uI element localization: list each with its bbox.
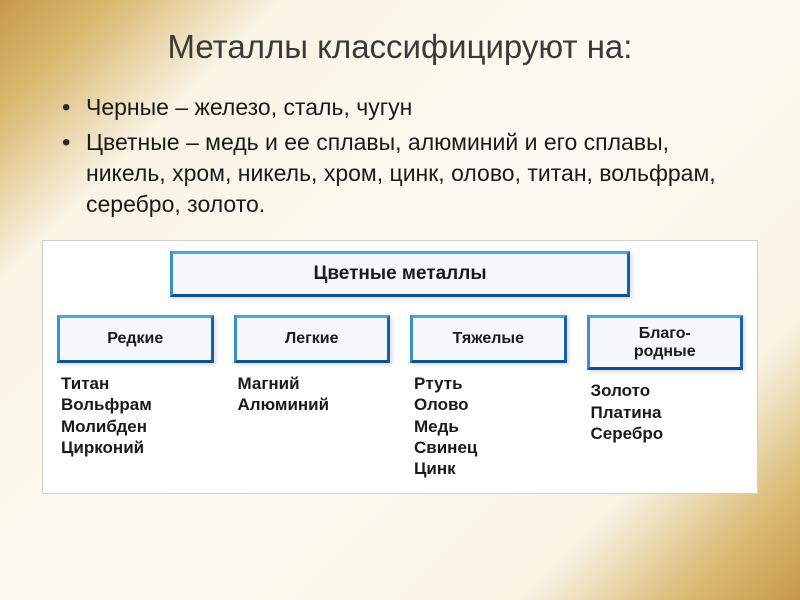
example-item: Цинк <box>414 458 567 479</box>
slide-title: Металлы классифицируют на: <box>48 28 752 66</box>
example-item: Олово <box>414 394 567 415</box>
category-box: Благо- родные <box>587 315 744 370</box>
example-item: Магний <box>238 373 391 394</box>
root-box: Цветные металлы <box>170 251 630 297</box>
connectors <box>57 303 743 313</box>
example-item: Свинец <box>414 437 567 458</box>
bullet-item: Цветные – медь и ее сплавы, алюминий и е… <box>60 127 752 220</box>
diagram: Цветные металлы Редкие Титан Вольфрам Мо… <box>42 240 758 494</box>
category-box: Тяжелые <box>410 315 567 363</box>
example-item: Медь <box>414 416 567 437</box>
bullet-list: Черные – железо, сталь, чугун Цветные – … <box>48 92 752 220</box>
category-col-noble: Благо- родные Золото Платина Серебро <box>587 315 744 479</box>
examples-list: Титан Вольфрам Молибден Цирконий <box>57 373 214 458</box>
example-item: Вольфрам <box>61 394 214 415</box>
example-item: Золото <box>591 380 744 401</box>
example-item: Платина <box>591 402 744 423</box>
category-col-light: Легкие Магний Алюминий <box>234 315 391 479</box>
category-box: Легкие <box>234 315 391 363</box>
category-row: Редкие Титан Вольфрам Молибден Цирконий … <box>57 315 743 479</box>
example-item: Титан <box>61 373 214 394</box>
bullet-item: Черные – железо, сталь, чугун <box>60 92 752 123</box>
example-item: Цирконий <box>61 437 214 458</box>
slide: Металлы классифицируют на: Черные – желе… <box>0 0 800 600</box>
category-col-rare: Редкие Титан Вольфрам Молибден Цирконий <box>57 315 214 479</box>
example-item: Молибден <box>61 416 214 437</box>
examples-list: Магний Алюминий <box>234 373 391 416</box>
example-item: Серебро <box>591 423 744 444</box>
examples-list: Золото Платина Серебро <box>587 380 744 444</box>
category-box: Редкие <box>57 315 214 363</box>
examples-list: Ртуть Олово Медь Свинец Цинк <box>410 373 567 479</box>
diagram-root: Цветные металлы <box>170 251 630 297</box>
category-col-heavy: Тяжелые Ртуть Олово Медь Свинец Цинк <box>410 315 567 479</box>
example-item: Алюминий <box>238 394 391 415</box>
example-item: Ртуть <box>414 373 567 394</box>
